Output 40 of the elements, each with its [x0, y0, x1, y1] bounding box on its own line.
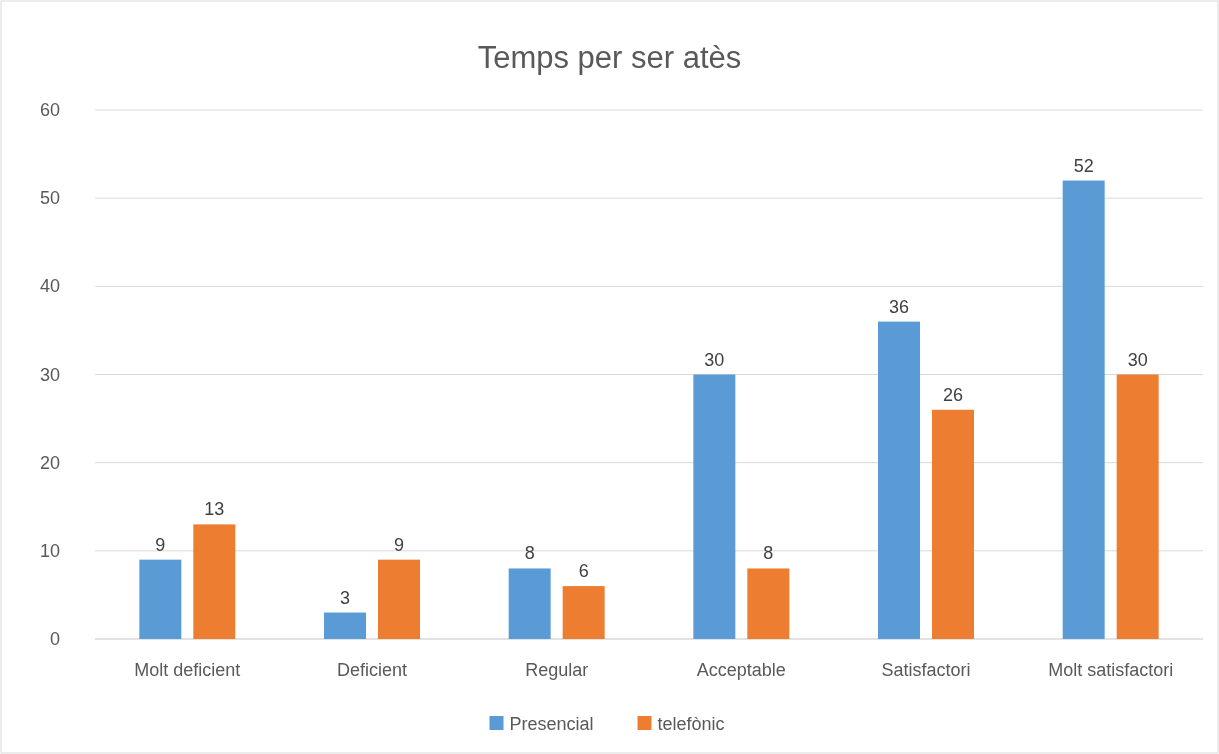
y-tick-label: 40 [39, 276, 60, 297]
y-tick-label: 20 [39, 452, 60, 473]
x-tick-label: Molt deficient [134, 660, 241, 680]
bar [693, 374, 736, 639]
data-label: 26 [942, 384, 964, 405]
bar [932, 409, 974, 639]
legend-label: telefònic [657, 714, 725, 734]
x-tick-label: Molt satisfactori [1048, 660, 1174, 680]
data-label: 6 [578, 561, 589, 582]
data-label: 52 [1073, 155, 1094, 176]
data-label: 8 [524, 543, 535, 564]
y-tick-label: 0 [49, 629, 60, 649]
x-tick-label: Acceptable [696, 660, 786, 680]
x-tick-label: Regular [525, 660, 589, 680]
chart-title: Temps per ser atès [477, 40, 742, 75]
data-label: 8 [763, 543, 774, 564]
bar [747, 568, 790, 639]
bar [378, 559, 420, 639]
bar [878, 321, 920, 639]
y-tick-label: 50 [39, 188, 60, 209]
legend-label: Presencial [509, 714, 594, 734]
x-tick-label: Satisfactori [881, 660, 971, 680]
bar [1116, 374, 1159, 639]
bar [139, 559, 182, 639]
data-label: 13 [204, 499, 225, 520]
y-tick-label: 30 [39, 364, 60, 385]
bar [324, 612, 366, 639]
y-tick-label: 10 [39, 540, 60, 561]
bar [562, 586, 605, 639]
x-tick-label: Deficient [336, 660, 408, 680]
bar [193, 524, 236, 639]
data-label: 30 [1127, 349, 1148, 370]
data-label: 9 [155, 534, 166, 555]
data-label: 30 [704, 349, 725, 370]
y-tick-label: 60 [39, 100, 60, 120]
data-label: 9 [393, 534, 405, 555]
bar [508, 568, 551, 639]
bar [1062, 180, 1105, 639]
data-label: 3 [339, 587, 351, 608]
data-label: 36 [888, 296, 910, 317]
